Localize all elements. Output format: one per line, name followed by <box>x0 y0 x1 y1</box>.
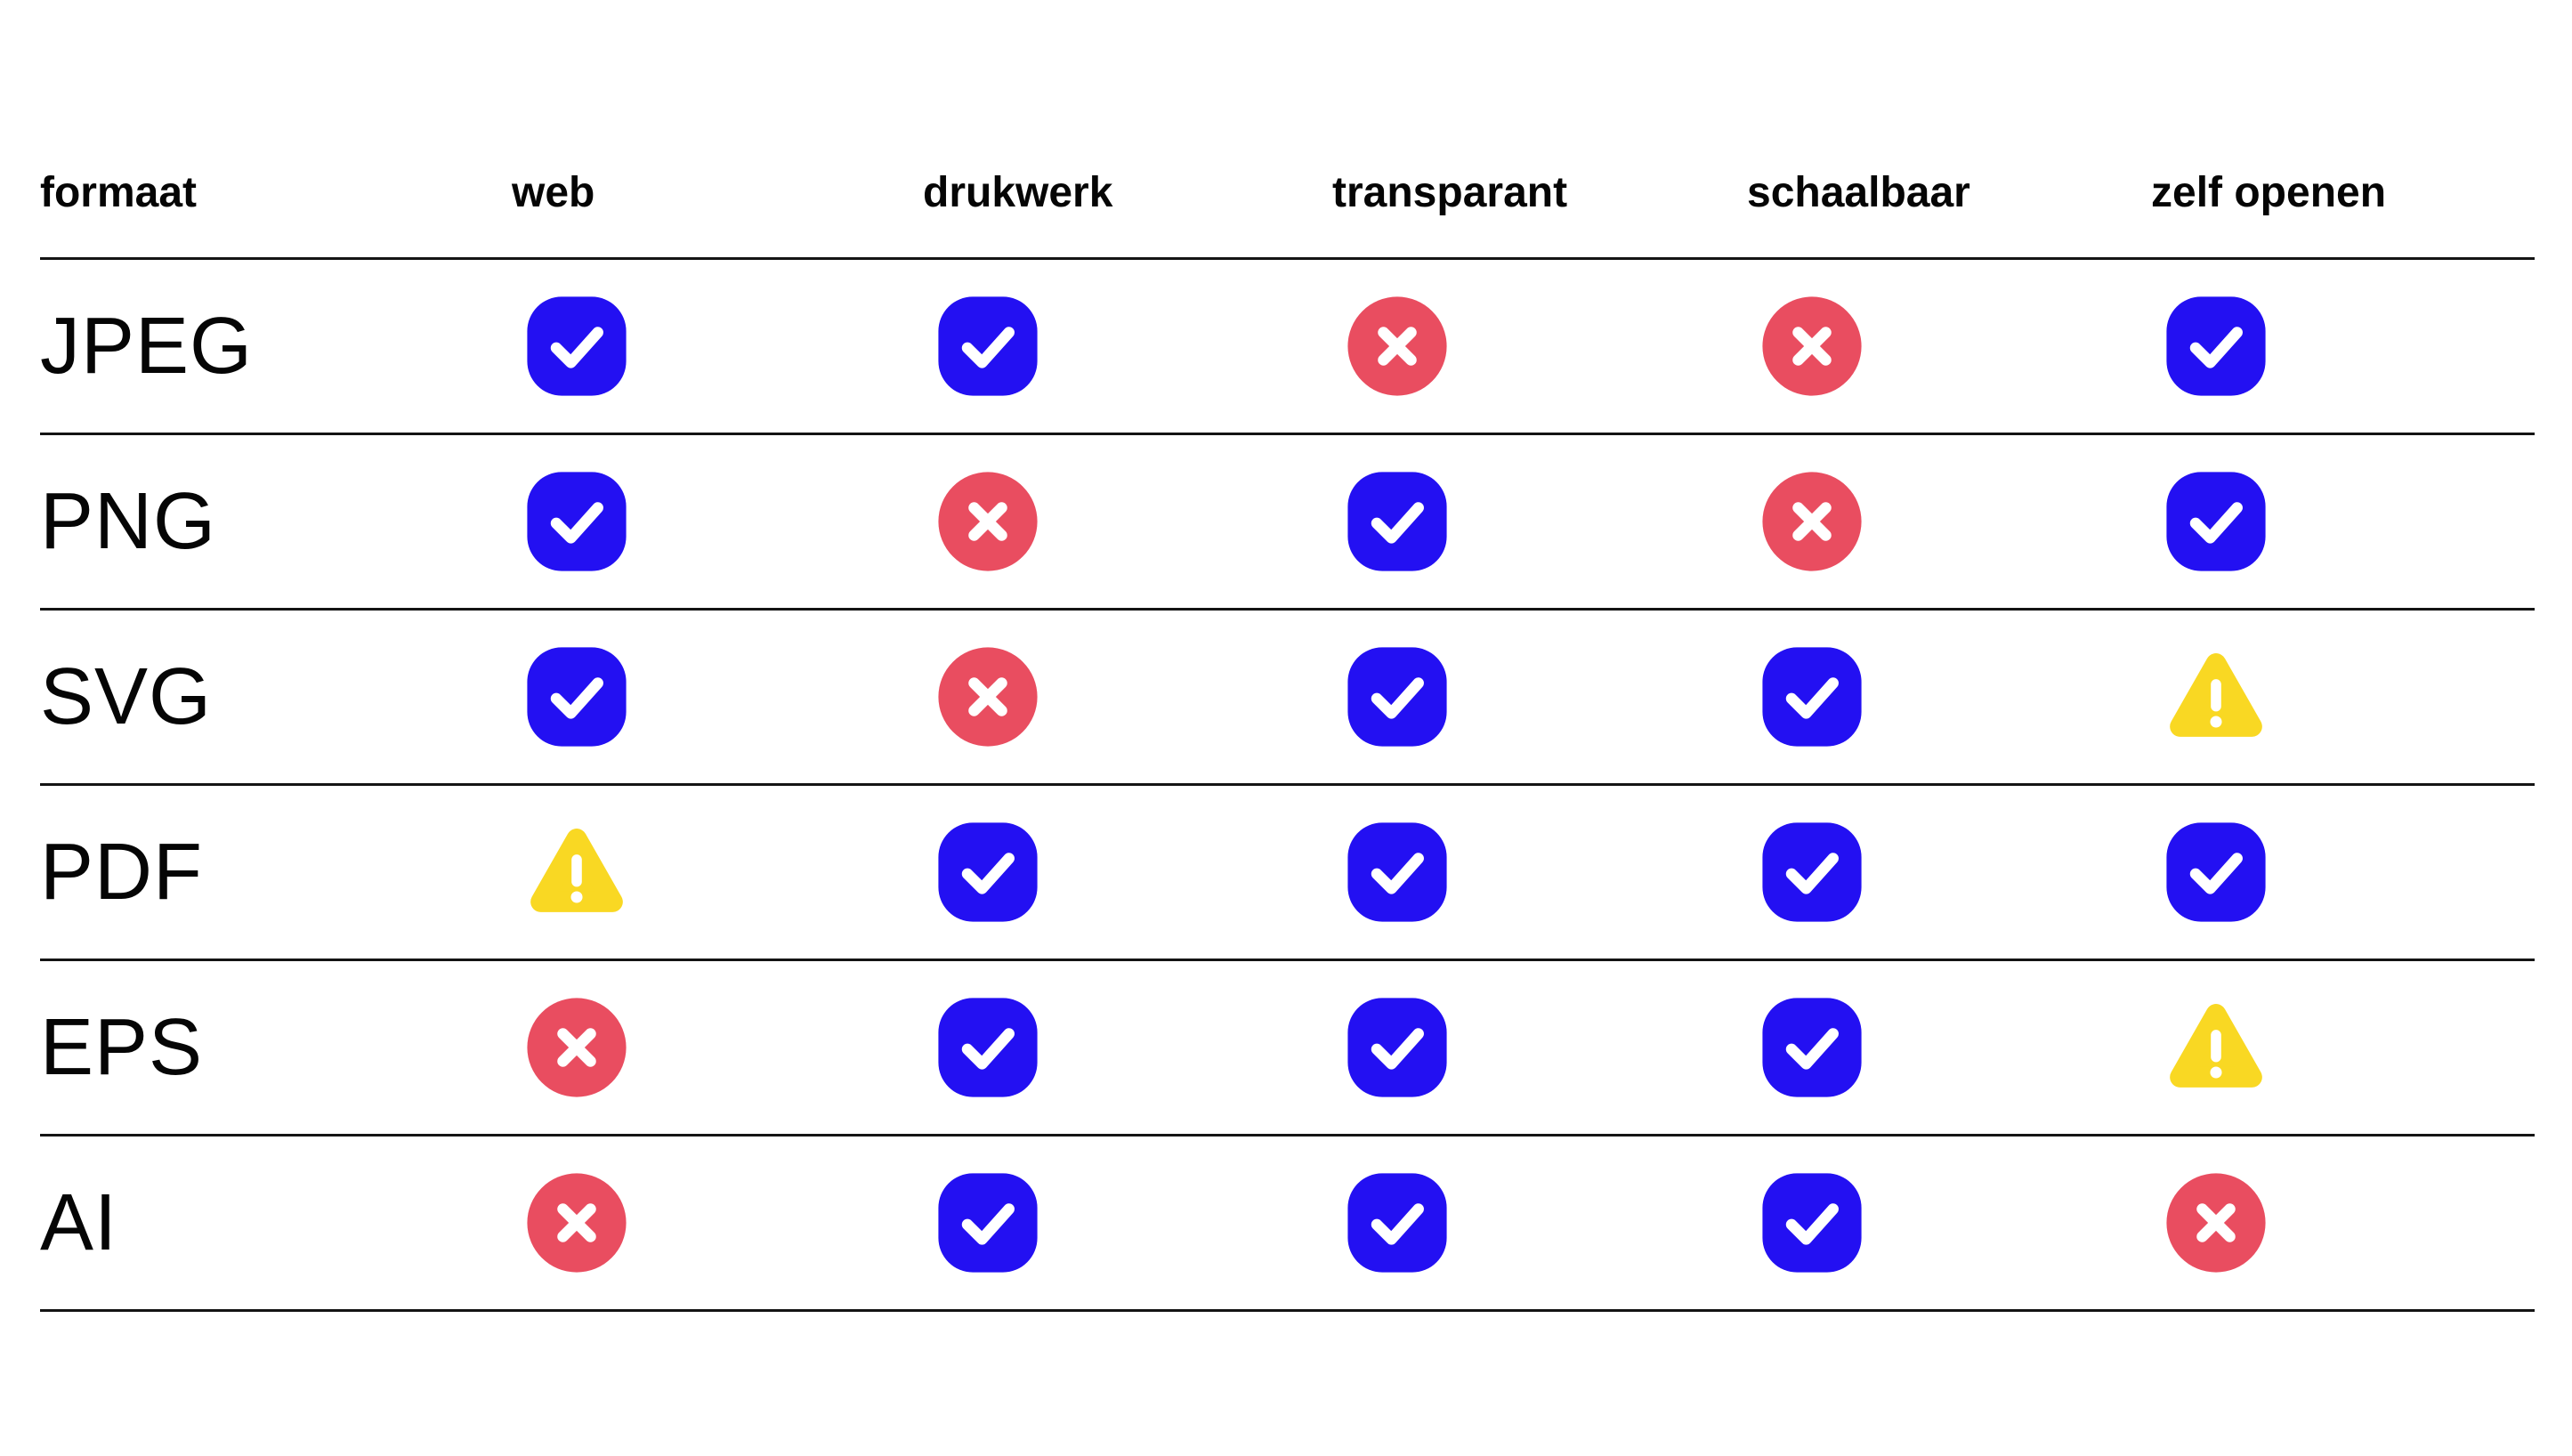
check-icon <box>1760 645 1864 748</box>
cell-eps-drukwerk <box>923 996 1332 1099</box>
check-icon <box>936 1171 1039 1274</box>
cell-png-zelf-openen <box>2151 470 2535 573</box>
cell-pdf-schaalbaar <box>1747 821 2151 924</box>
column-header-zelf-openen: zelf openen <box>2151 169 2387 216</box>
check-icon <box>1346 470 1449 573</box>
cell-png-web <box>512 470 923 573</box>
column-header-transparant: transparant <box>1332 169 1568 216</box>
column-header-drukwerk: drukwerk <box>923 169 1113 216</box>
check-icon <box>1760 1171 1864 1274</box>
format-label: SVG <box>40 652 213 741</box>
cell-ai-transparant <box>1332 1171 1747 1274</box>
format-label: PNG <box>40 477 217 566</box>
check-icon <box>2164 295 2268 398</box>
cross-icon <box>2164 1171 2268 1274</box>
table-row-ai: AI <box>40 1136 2535 1312</box>
header-row: formaat web drukwerk transparant schaalbaar z… <box>40 0 2535 260</box>
cell-jpeg-schaalbaar <box>1747 295 2151 398</box>
cell-png-schaalbaar <box>1747 470 2151 573</box>
cross-icon <box>936 645 1039 748</box>
cross-icon <box>1760 295 1864 398</box>
cell-png-drukwerk <box>923 470 1332 573</box>
check-icon <box>936 821 1039 924</box>
check-icon <box>525 645 628 748</box>
cell-svg-transparant <box>1332 645 1747 748</box>
format-label: EPS <box>40 1003 204 1092</box>
check-icon <box>2164 470 2268 573</box>
check-icon <box>936 996 1039 1099</box>
table-row-pdf: PDF <box>40 786 2535 961</box>
cell-jpeg-zelf-openen <box>2151 295 2535 398</box>
warning-icon <box>2164 996 2268 1099</box>
cross-icon <box>1346 295 1449 398</box>
check-icon <box>1346 645 1449 748</box>
column-header-web: web <box>512 169 595 216</box>
column-header-formaat: formaat <box>40 169 198 216</box>
format-label: AI <box>40 1178 118 1267</box>
cell-eps-transparant <box>1332 996 1747 1099</box>
table-row-svg: SVG <box>40 611 2535 786</box>
cell-ai-web <box>512 1171 923 1274</box>
warning-icon <box>525 821 628 924</box>
check-icon <box>936 295 1039 398</box>
cell-svg-schaalbaar <box>1747 645 2151 748</box>
cell-pdf-web <box>512 821 923 924</box>
cross-icon <box>936 470 1039 573</box>
table-body: JPEG PNG SVG PDF EPS AI <box>40 260 2535 1312</box>
check-icon <box>1346 996 1449 1099</box>
warning-icon <box>2164 645 2268 748</box>
check-icon <box>525 295 628 398</box>
cell-ai-drukwerk <box>923 1171 1332 1274</box>
check-icon <box>1760 821 1864 924</box>
format-label: PDF <box>40 828 203 917</box>
cross-icon <box>1760 470 1864 573</box>
column-header-schaalbaar: schaalbaar <box>1747 169 1970 216</box>
table-row-eps: EPS <box>40 961 2535 1136</box>
check-icon <box>1346 1171 1449 1274</box>
cell-svg-zelf-openen <box>2151 645 2535 748</box>
cross-icon <box>525 1171 628 1274</box>
format-comparison-table: formaat web drukwerk transparant schaalbaar z… <box>40 0 2535 1312</box>
cell-eps-schaalbaar <box>1747 996 2151 1099</box>
cell-ai-zelf-openen <box>2151 1171 2535 1274</box>
cross-icon <box>525 996 628 1099</box>
format-label: JPEG <box>40 302 254 391</box>
cell-eps-zelf-openen <box>2151 996 2535 1099</box>
cell-png-transparant <box>1332 470 1747 573</box>
table-row-jpeg: JPEG <box>40 260 2535 435</box>
cell-svg-drukwerk <box>923 645 1332 748</box>
cell-ai-schaalbaar <box>1747 1171 2151 1274</box>
cell-jpeg-transparant <box>1332 295 1747 398</box>
check-icon <box>1346 821 1449 924</box>
table-row-png: PNG <box>40 435 2535 611</box>
check-icon <box>1760 996 1864 1099</box>
cell-eps-web <box>512 996 923 1099</box>
check-icon <box>2164 821 2268 924</box>
cell-pdf-transparant <box>1332 821 1747 924</box>
cell-jpeg-web <box>512 295 923 398</box>
check-icon <box>525 470 628 573</box>
cell-pdf-zelf-openen <box>2151 821 2535 924</box>
cell-jpeg-drukwerk <box>923 295 1332 398</box>
cell-svg-web <box>512 645 923 748</box>
cell-pdf-drukwerk <box>923 821 1332 924</box>
